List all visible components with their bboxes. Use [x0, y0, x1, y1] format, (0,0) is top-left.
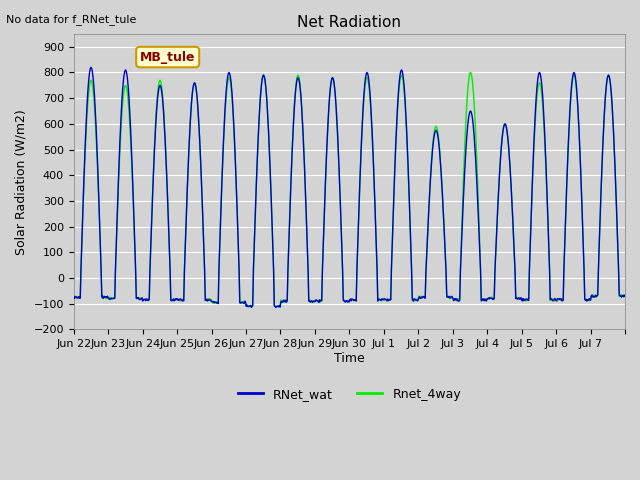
Text: MB_tule: MB_tule — [140, 50, 195, 63]
Title: Net Radiation: Net Radiation — [298, 15, 401, 30]
Legend: RNet_wat, Rnet_4way: RNet_wat, Rnet_4way — [232, 383, 466, 406]
Y-axis label: Solar Radiation (W/m2): Solar Radiation (W/m2) — [15, 109, 28, 254]
Text: No data for f_RNet_tule: No data for f_RNet_tule — [6, 14, 137, 25]
X-axis label: Time: Time — [334, 352, 365, 365]
